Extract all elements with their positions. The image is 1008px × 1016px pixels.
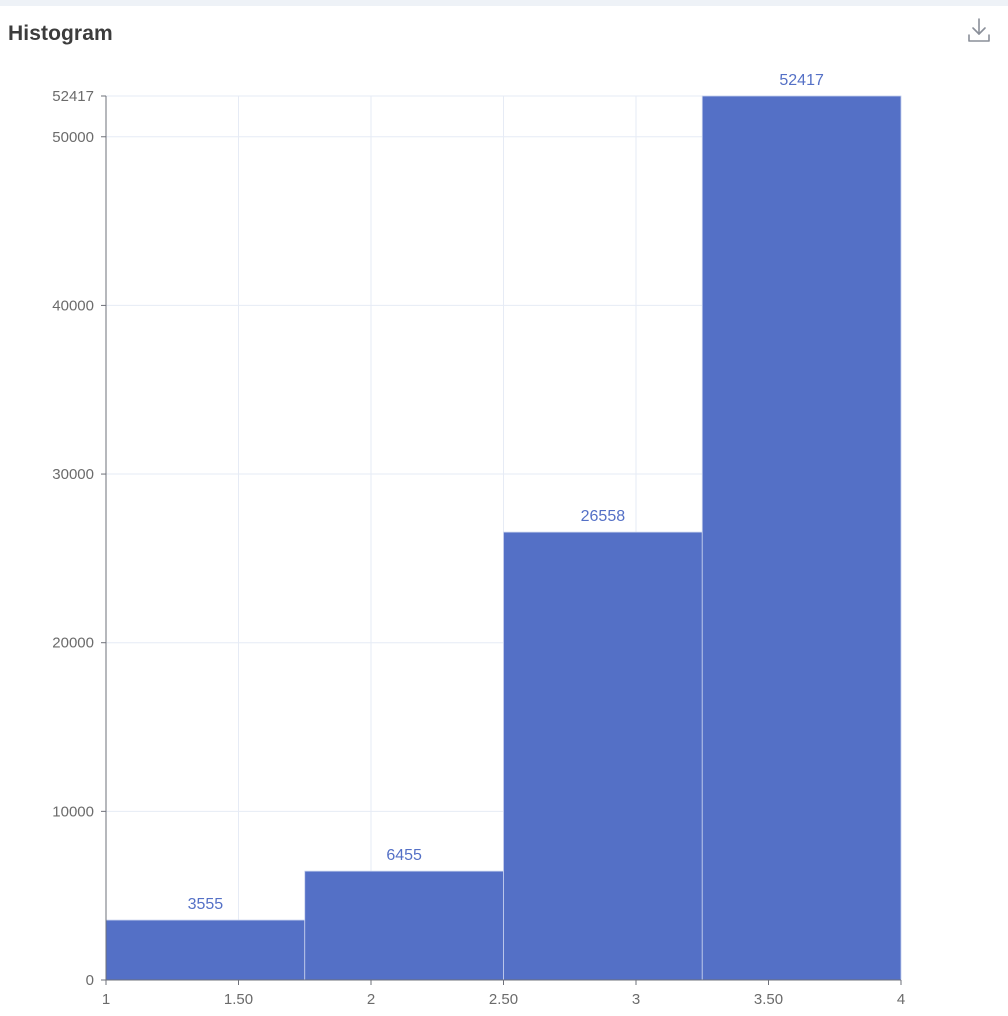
axes: 0 10000 20000 30000 40000 50000 52417 1 1.50 2 2.5… bbox=[52, 88, 905, 1008]
y-tick-label: 52417 bbox=[52, 88, 94, 105]
x-tick-label: 3 bbox=[632, 991, 640, 1008]
y-tick-label: 40000 bbox=[52, 297, 94, 314]
top-strip bbox=[0, 0, 1008, 6]
data-labels: 3555 6455 26558 52417 bbox=[188, 72, 824, 913]
chart-title: Histogram bbox=[8, 22, 113, 45]
bar-value-label-4: 52417 bbox=[779, 72, 824, 89]
x-tick-label: 4 bbox=[897, 991, 905, 1008]
x-tick-label: 3.50 bbox=[754, 991, 783, 1008]
download-icon bbox=[968, 18, 990, 42]
histogram-bar-4[interactable] bbox=[701, 95, 902, 981]
histogram-bar-2[interactable] bbox=[304, 870, 504, 981]
x-tick-label: 1.50 bbox=[224, 991, 253, 1008]
bar-value-label-2: 6455 bbox=[386, 847, 422, 864]
y-tick-label: 10000 bbox=[52, 803, 94, 820]
x-tick-label: 2 bbox=[367, 991, 375, 1008]
y-tick-label: 0 bbox=[86, 972, 94, 989]
histogram-bar-3[interactable] bbox=[503, 531, 703, 981]
bars bbox=[105, 95, 902, 981]
x-tick-label: 2.50 bbox=[489, 991, 518, 1008]
x-tick-label: 1 bbox=[102, 991, 110, 1008]
y-tick-label: 20000 bbox=[52, 635, 94, 652]
y-tick-label: 30000 bbox=[52, 466, 94, 483]
bar-value-label-3: 26558 bbox=[581, 508, 626, 525]
download-button[interactable] bbox=[962, 14, 996, 48]
histogram-bar-1[interactable] bbox=[105, 919, 306, 981]
y-tick-label: 50000 bbox=[52, 129, 94, 146]
bar-value-label-1: 3555 bbox=[188, 896, 224, 913]
